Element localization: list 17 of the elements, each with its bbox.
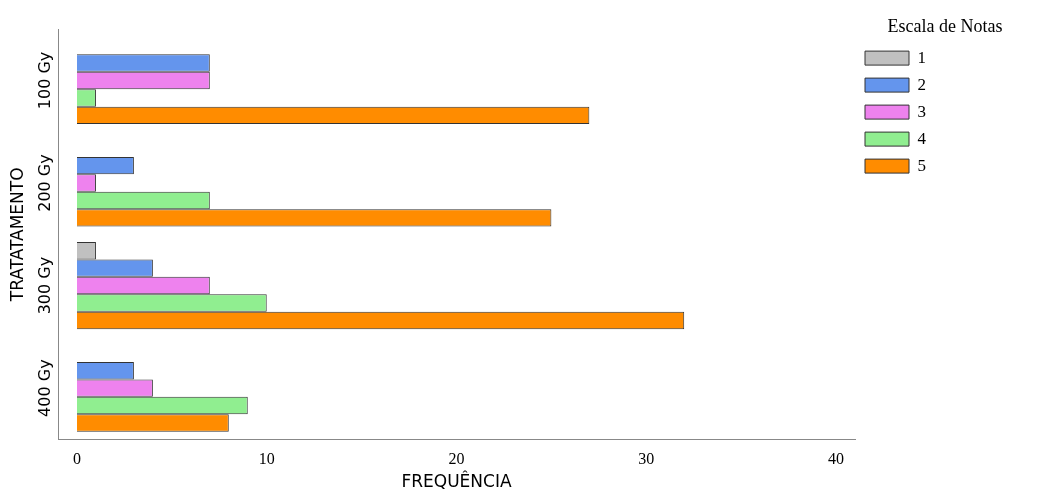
- x-tick-label: 20: [448, 450, 465, 468]
- y-tick-label: 400 Gy: [35, 359, 55, 417]
- legend-label: 5: [917, 155, 926, 175]
- y-tick-label: 100 Gy: [35, 51, 55, 110]
- legend-label: 4: [917, 128, 927, 148]
- legend-label: 3: [917, 101, 926, 121]
- legend-title: Escala de Notas: [887, 15, 1003, 36]
- x-tick-label: 30: [638, 450, 655, 468]
- y-axis-title: TRATATAMENTO: [6, 167, 27, 303]
- y-tick-label: 200 Gy: [35, 154, 55, 212]
- x-tick-label: 10: [258, 450, 275, 468]
- y-tick-label: 300 Gy: [35, 256, 55, 315]
- legend-label: 2: [917, 74, 926, 94]
- legend-label: 1: [917, 47, 926, 67]
- x-axis-title: FREQUÊNCIA: [401, 470, 512, 492]
- x-tick-label: 0: [72, 450, 81, 468]
- x-tick-label: 40: [828, 450, 845, 468]
